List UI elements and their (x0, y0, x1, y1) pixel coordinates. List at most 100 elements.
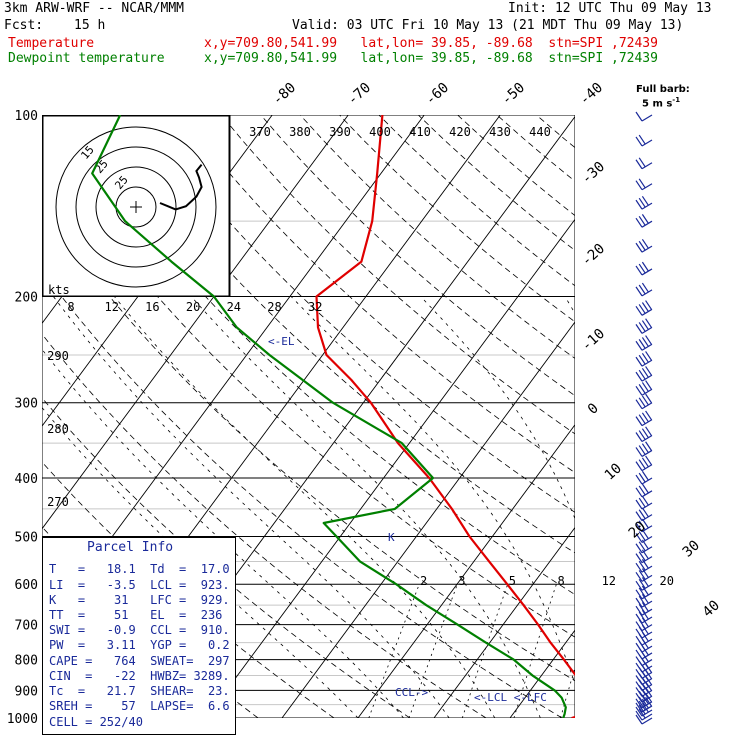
wind-barb-feather (635, 635, 643, 646)
hodograph-speed-label: 8 (67, 300, 74, 314)
wind-barb-feather (635, 136, 643, 147)
wind-barb-feather (635, 385, 643, 396)
wind-barb-feather (635, 522, 643, 533)
isotherm-tick-label: 10 (602, 460, 625, 483)
wind-barb-feather (635, 286, 643, 297)
parcel-row-li: LI = -3.5 LCL = 923. (49, 578, 230, 592)
wind-legend-line1: Full barb: (636, 84, 690, 95)
isotherm-tick-label: -30 (579, 159, 609, 188)
wind-barb-shaft (641, 402, 653, 410)
wind-barb-feather (635, 511, 643, 521)
theta-label: 390 (329, 125, 351, 139)
k-annotation: K (388, 531, 395, 544)
wind-barb-feather (641, 214, 649, 224)
dry-adiabat (102, 115, 575, 554)
wind-barb-feather (635, 669, 643, 679)
mixing-ratio-label: 5 (509, 574, 516, 588)
wind-barb-feather (645, 410, 653, 421)
wind-barb-feather (635, 662, 643, 673)
wind-barb-feather (641, 395, 649, 406)
dry-adiabat (418, 115, 575, 251)
mixing-ratio-label: 2 (420, 574, 427, 588)
wind-barb-shaft (641, 701, 653, 709)
wind-barb-feather (635, 242, 643, 253)
isotherm-line (586, 115, 740, 718)
theta-label: 370 (249, 125, 271, 139)
lcl-lfc-annotation: <-LCL <-LFC (474, 691, 547, 704)
theta-label: 410 (409, 125, 431, 139)
hodograph-speed-label: 28 (267, 300, 281, 314)
wind-barb-feather (645, 426, 653, 437)
wind-barb-shaft (641, 624, 653, 632)
parcel-row-tt: TT = 51 EL = 236 (49, 608, 223, 622)
wind-barb-feather (635, 265, 643, 276)
wind-barb-feather (635, 714, 643, 725)
hodograph-speed-label: 16 (145, 300, 159, 314)
isotherm-line (42, 115, 349, 530)
parcel-row-cin: CIN = -22 HWBZ= 3289. (49, 669, 230, 683)
wind-barb-shaft (641, 608, 653, 616)
parcel-info-title: Parcel Info (87, 540, 174, 555)
parcel-row-cell: CELL = 252/40 (49, 715, 143, 729)
wind-barb (635, 410, 653, 427)
wind-barb (635, 282, 653, 297)
wind-barb-feather (638, 570, 646, 580)
profile-dewpoint-temperature (91, 115, 567, 718)
wind-barb-feather (638, 322, 646, 332)
wind-barb-feather (635, 580, 643, 591)
valid-time: Valid: 03 UTC Fri 10 May 13 (21 MDT Thu … (292, 18, 684, 33)
wind-barb-feather (635, 399, 643, 410)
parcel-info-panel: Parcel Info T = 18.1 Td = 17.0 LI = -3.5… (42, 537, 236, 735)
wind-barb-feather (635, 621, 643, 631)
legend-temperature: Temperature (8, 36, 95, 51)
wind-barb-feather (638, 700, 646, 711)
wind-barb-shaft (641, 565, 653, 573)
isotherm-tick-label: -50 (499, 80, 529, 109)
mixing-ratio-label: 3 (458, 574, 465, 588)
pressure-tick-label: 500 (15, 530, 38, 545)
wind-barb-shaft (641, 245, 653, 253)
wind-barb-feather (635, 499, 643, 510)
wind-barb-feather (641, 585, 649, 596)
dry-adiabat (42, 269, 563, 718)
hodograph-ring (95, 166, 177, 248)
dry-adiabat (42, 461, 335, 718)
wind-barb-feather (638, 704, 646, 715)
wind-barb-feather (635, 605, 643, 616)
wind-barb-feather (638, 520, 646, 531)
wind-barb-feather (638, 178, 646, 189)
wind-barb-feather (638, 197, 646, 208)
dry-adiabat (615, 115, 740, 718)
wind-barb-feather (641, 568, 649, 578)
wind-barb-shaft (641, 638, 653, 646)
hodograph-ring (55, 126, 217, 288)
wind-barb-feather (641, 195, 649, 206)
theta-label: 400 (369, 125, 391, 139)
isotherm-tick-label: 30 (680, 537, 703, 560)
wind-barb-feather (635, 692, 643, 703)
parcel-row-swi: SWI = -0.9 CCL = 910. (49, 623, 230, 637)
wind-barb-shaft (641, 114, 653, 122)
profiles-layer (91, 115, 575, 718)
wind-barb-feather (638, 240, 646, 251)
wind-barb-feather (635, 687, 643, 697)
mixing-ratio-line (368, 584, 420, 718)
isotherm-tick-label: -20 (579, 241, 609, 270)
wind-barb-feather (635, 217, 643, 228)
wind-barb-shaft (641, 308, 653, 316)
wind-barb-feather (638, 531, 646, 541)
wind-barb-feather (638, 384, 646, 394)
wind-barb (635, 559, 653, 573)
wind-barb-feather (641, 282, 649, 293)
isotherm-line (357, 424, 575, 718)
wind-barb-feather (635, 553, 643, 563)
isotherm-line (433, 526, 575, 718)
wind-barb-feather (641, 495, 649, 506)
wind-barb-feather (638, 430, 646, 440)
dry-adiabat (576, 115, 740, 718)
wind-barb-feather (638, 603, 646, 614)
dry-adiabat (694, 115, 740, 718)
wind-barb-feather (638, 445, 646, 455)
wind-barb (635, 261, 653, 276)
